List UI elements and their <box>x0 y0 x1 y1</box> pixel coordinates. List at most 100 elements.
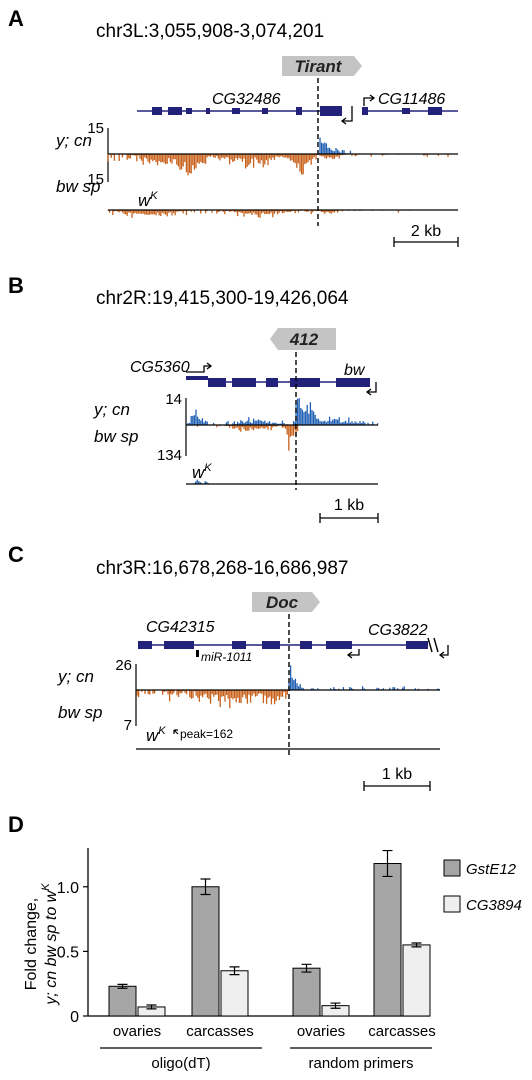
bar-cg3894 <box>220 970 249 1017</box>
panel-b-scale-bar-label: 1 kb <box>334 497 364 514</box>
panel-a-label: A <box>8 6 24 31</box>
y-axis-label-line2: y; cn bw sp to wK <box>40 883 60 1006</box>
coverage-signal <box>288 665 441 690</box>
panel-b-tss-arrow-left <box>186 365 210 373</box>
panel-a-scale-bar <box>393 237 459 247</box>
panel-a-track-ycn-bwsp <box>107 137 449 176</box>
panel-b-gene-left-label: CG5360 <box>130 359 190 376</box>
panel-b-track-ycn-bwsp <box>187 398 379 451</box>
group-label: random primers <box>308 1055 413 1072</box>
x-category-label: carcasses <box>368 1023 436 1040</box>
panel-c-break-mark <box>427 637 439 653</box>
y-axis-label: Fold change, y; cn bw sp to wK <box>23 883 60 1006</box>
coverage-signal <box>319 154 449 159</box>
panel-b-gene-model <box>186 376 370 387</box>
panel-a-coordinates: chr3L:3,055,908-3,074,201 <box>96 21 324 42</box>
panel-d: D Fold change, y; cn bw sp to wK 0 0.5 1.0… <box>8 812 522 1072</box>
panel-c-scale-bar <box>363 781 431 791</box>
bar-cg3894 <box>402 944 431 1017</box>
panel-a-sample-wk: wK <box>138 190 158 210</box>
panel-c-label: C <box>8 542 24 567</box>
panel-c-scale-bar-label: 1 kb <box>382 766 412 783</box>
panel-c-gene-left-label: CG42315 <box>146 619 215 636</box>
bars <box>108 849 431 1017</box>
panel-a-gene-model <box>137 106 458 116</box>
group-label: oligo(dT) <box>151 1055 210 1072</box>
panel-c-gene-model <box>138 641 428 657</box>
x-categories: ovaries carcasses ovaries carcasses <box>113 1023 436 1040</box>
panel-a-te-arrow <box>282 56 362 76</box>
panel-c-tss-arrow-left <box>348 649 360 656</box>
panel-b-scale-bottom: 134 <box>157 447 182 464</box>
panel-b-te-arrow <box>270 328 336 350</box>
panel-c-peak-pointer <box>173 729 179 735</box>
error-bar <box>382 849 393 878</box>
panel-a-sample-ycn: y; cn <box>55 131 92 150</box>
panel-a-tss-arrow-right <box>363 97 374 106</box>
panel-c-scale-top: 26 <box>115 657 132 674</box>
error-bar <box>330 1002 341 1009</box>
error-bar <box>229 966 240 976</box>
legend-label-gste12: GstE12 <box>466 861 517 878</box>
y-tick-label: 0.5 <box>57 944 79 961</box>
panel-a-scale-top: 15 <box>87 120 104 137</box>
coverage-signal <box>136 690 289 709</box>
panel-b-sample-wk: wK <box>192 462 212 482</box>
bar-gste12 <box>108 985 137 1017</box>
coverage-signal <box>107 210 317 218</box>
bar-gste12 <box>373 863 402 1017</box>
coverage-signal <box>295 398 379 425</box>
coverage-signal <box>319 137 352 154</box>
x-groups: oligo(dT) random primers <box>100 1047 432 1072</box>
coverage-signal <box>196 425 296 451</box>
panel-a-gene-left-label: CG32486 <box>212 91 281 108</box>
panel-a-gene-right-label: CG11486 <box>378 91 445 108</box>
panel-c-sample-bwsp: bw sp <box>58 703 102 722</box>
panel-b-scale-bar <box>319 513 379 523</box>
panel-b-gene-right-label: bw <box>344 362 366 379</box>
x-category-label: ovaries <box>297 1023 345 1040</box>
panel-b-scale-top: 14 <box>165 391 182 408</box>
panel-b-sample-ycn: y; cn <box>93 400 130 419</box>
error-bar <box>146 1004 157 1010</box>
error-bar <box>200 878 211 896</box>
panel-b-te-label: 412 <box>289 330 319 349</box>
y-tick-label: 0 <box>70 1009 79 1026</box>
panel-c-gene-right-label: CG3822 <box>368 622 428 639</box>
coverage-signal <box>167 690 171 702</box>
legend-label-cg3894: CG3894 <box>466 897 522 914</box>
panel-c-mirna-mark <box>196 650 199 657</box>
error-bar <box>301 963 312 973</box>
panel-a-track-wk <box>107 210 411 218</box>
panel-b-tss-arrow-right <box>368 382 377 393</box>
panel-a-scale-bar-label: 2 kb <box>411 223 441 240</box>
panel-c-te-arrow <box>252 592 320 612</box>
y-tick-label: 1.0 <box>57 880 79 897</box>
error-bar <box>411 942 422 948</box>
panel-c-track-ycn-bwsp <box>136 665 441 709</box>
panel-b-sample-bwsp: bw sp <box>94 427 138 446</box>
bar-gste12 <box>292 967 321 1017</box>
x-category-label: carcasses <box>186 1023 254 1040</box>
panel-b-label: B <box>8 273 24 298</box>
panel-c-coordinates: chr3R:16,678,268-16,686,987 <box>96 558 348 579</box>
panel-c-sample-ycn: y; cn <box>57 667 94 686</box>
panel-a: A chr3L:3,055,908-3,074,201 Tirant CG324… <box>8 6 459 247</box>
y-axis-label-line1: Fold change, <box>23 898 40 991</box>
panel-c-peak-note: peak=162 <box>180 727 233 741</box>
panel-a-scale-bottom: 15 <box>87 171 104 188</box>
coverage-signal <box>107 154 317 176</box>
panel-a-sample-bwsp: bw sp <box>56 177 100 196</box>
panel-d-label: D <box>8 812 24 837</box>
coverage-signal <box>187 409 296 425</box>
legend-swatch-gste12 <box>443 859 461 877</box>
error-bar <box>117 983 128 989</box>
bar-gste12 <box>191 886 220 1017</box>
x-category-label: ovaries <box>113 1023 161 1040</box>
panel-c-mirna-label: miR-1011 <box>201 650 252 664</box>
panel-a-te-label: Tirant <box>295 57 343 76</box>
panel-c-tss-arrow-right <box>440 645 449 656</box>
legend-swatch-cg3894 <box>443 895 461 913</box>
panel-b: B chr2R:19,415,300-19,426,064 412 CG5360… <box>8 273 379 523</box>
